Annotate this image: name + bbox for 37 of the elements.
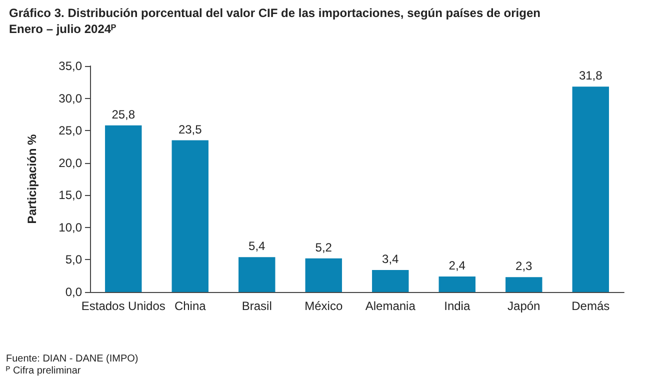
- bar: [438, 276, 476, 292]
- y-axis-title: Participación %: [25, 134, 39, 224]
- x-tick-label: Alemania: [365, 299, 416, 313]
- y-tick-label: 25,0: [58, 124, 82, 138]
- x-tick-label: Demás: [572, 299, 610, 313]
- x-tick-label: Japón: [508, 299, 540, 313]
- chart-subtitle: Enero – julio 2024ᴾ: [9, 22, 116, 36]
- x-tick-label: Brasil: [242, 299, 272, 313]
- x-tick-label: Estados Unidos: [81, 299, 166, 313]
- y-tick-label: 0,0: [65, 285, 82, 299]
- x-tick-label: China: [174, 299, 206, 313]
- bar: [172, 140, 208, 292]
- data-label: 2,3: [516, 259, 533, 274]
- data-label: 5,2: [315, 240, 332, 254]
- y-tick-label: 5,0: [65, 252, 82, 267]
- chart-title: Gráfico 3. Distribución porcentual del valor CIF de las importaciones, según países de origen: [9, 6, 540, 20]
- data-label: 31,8: [578, 68, 603, 83]
- y-tick-label: 35,0: [58, 59, 82, 73]
- bar: [105, 125, 142, 292]
- bar: [372, 270, 409, 292]
- y-tick-label: 20,0: [58, 156, 82, 170]
- x-tick-label: México: [304, 299, 343, 313]
- source-note: Fuente: DIAN - DANE (IMPO): [6, 354, 138, 364]
- data-label: 2,4: [448, 258, 466, 273]
- data-label: 25,8: [112, 107, 136, 122]
- x-tick-label: India: [444, 299, 470, 313]
- bar: [238, 257, 276, 292]
- y-tick-label: 30,0: [58, 91, 82, 106]
- bar: [572, 86, 609, 292]
- y-tick-label: 15,0: [58, 188, 82, 202]
- data-label: 5,4: [248, 239, 266, 254]
- bar: [305, 258, 342, 292]
- y-tick-label: 10,0: [58, 220, 82, 234]
- data-label: 3,4: [382, 252, 400, 266]
- text: ᴾ Cifra preliminar: [6, 366, 82, 376]
- data-label: 23,5: [178, 122, 202, 136]
- bar: [506, 277, 542, 292]
